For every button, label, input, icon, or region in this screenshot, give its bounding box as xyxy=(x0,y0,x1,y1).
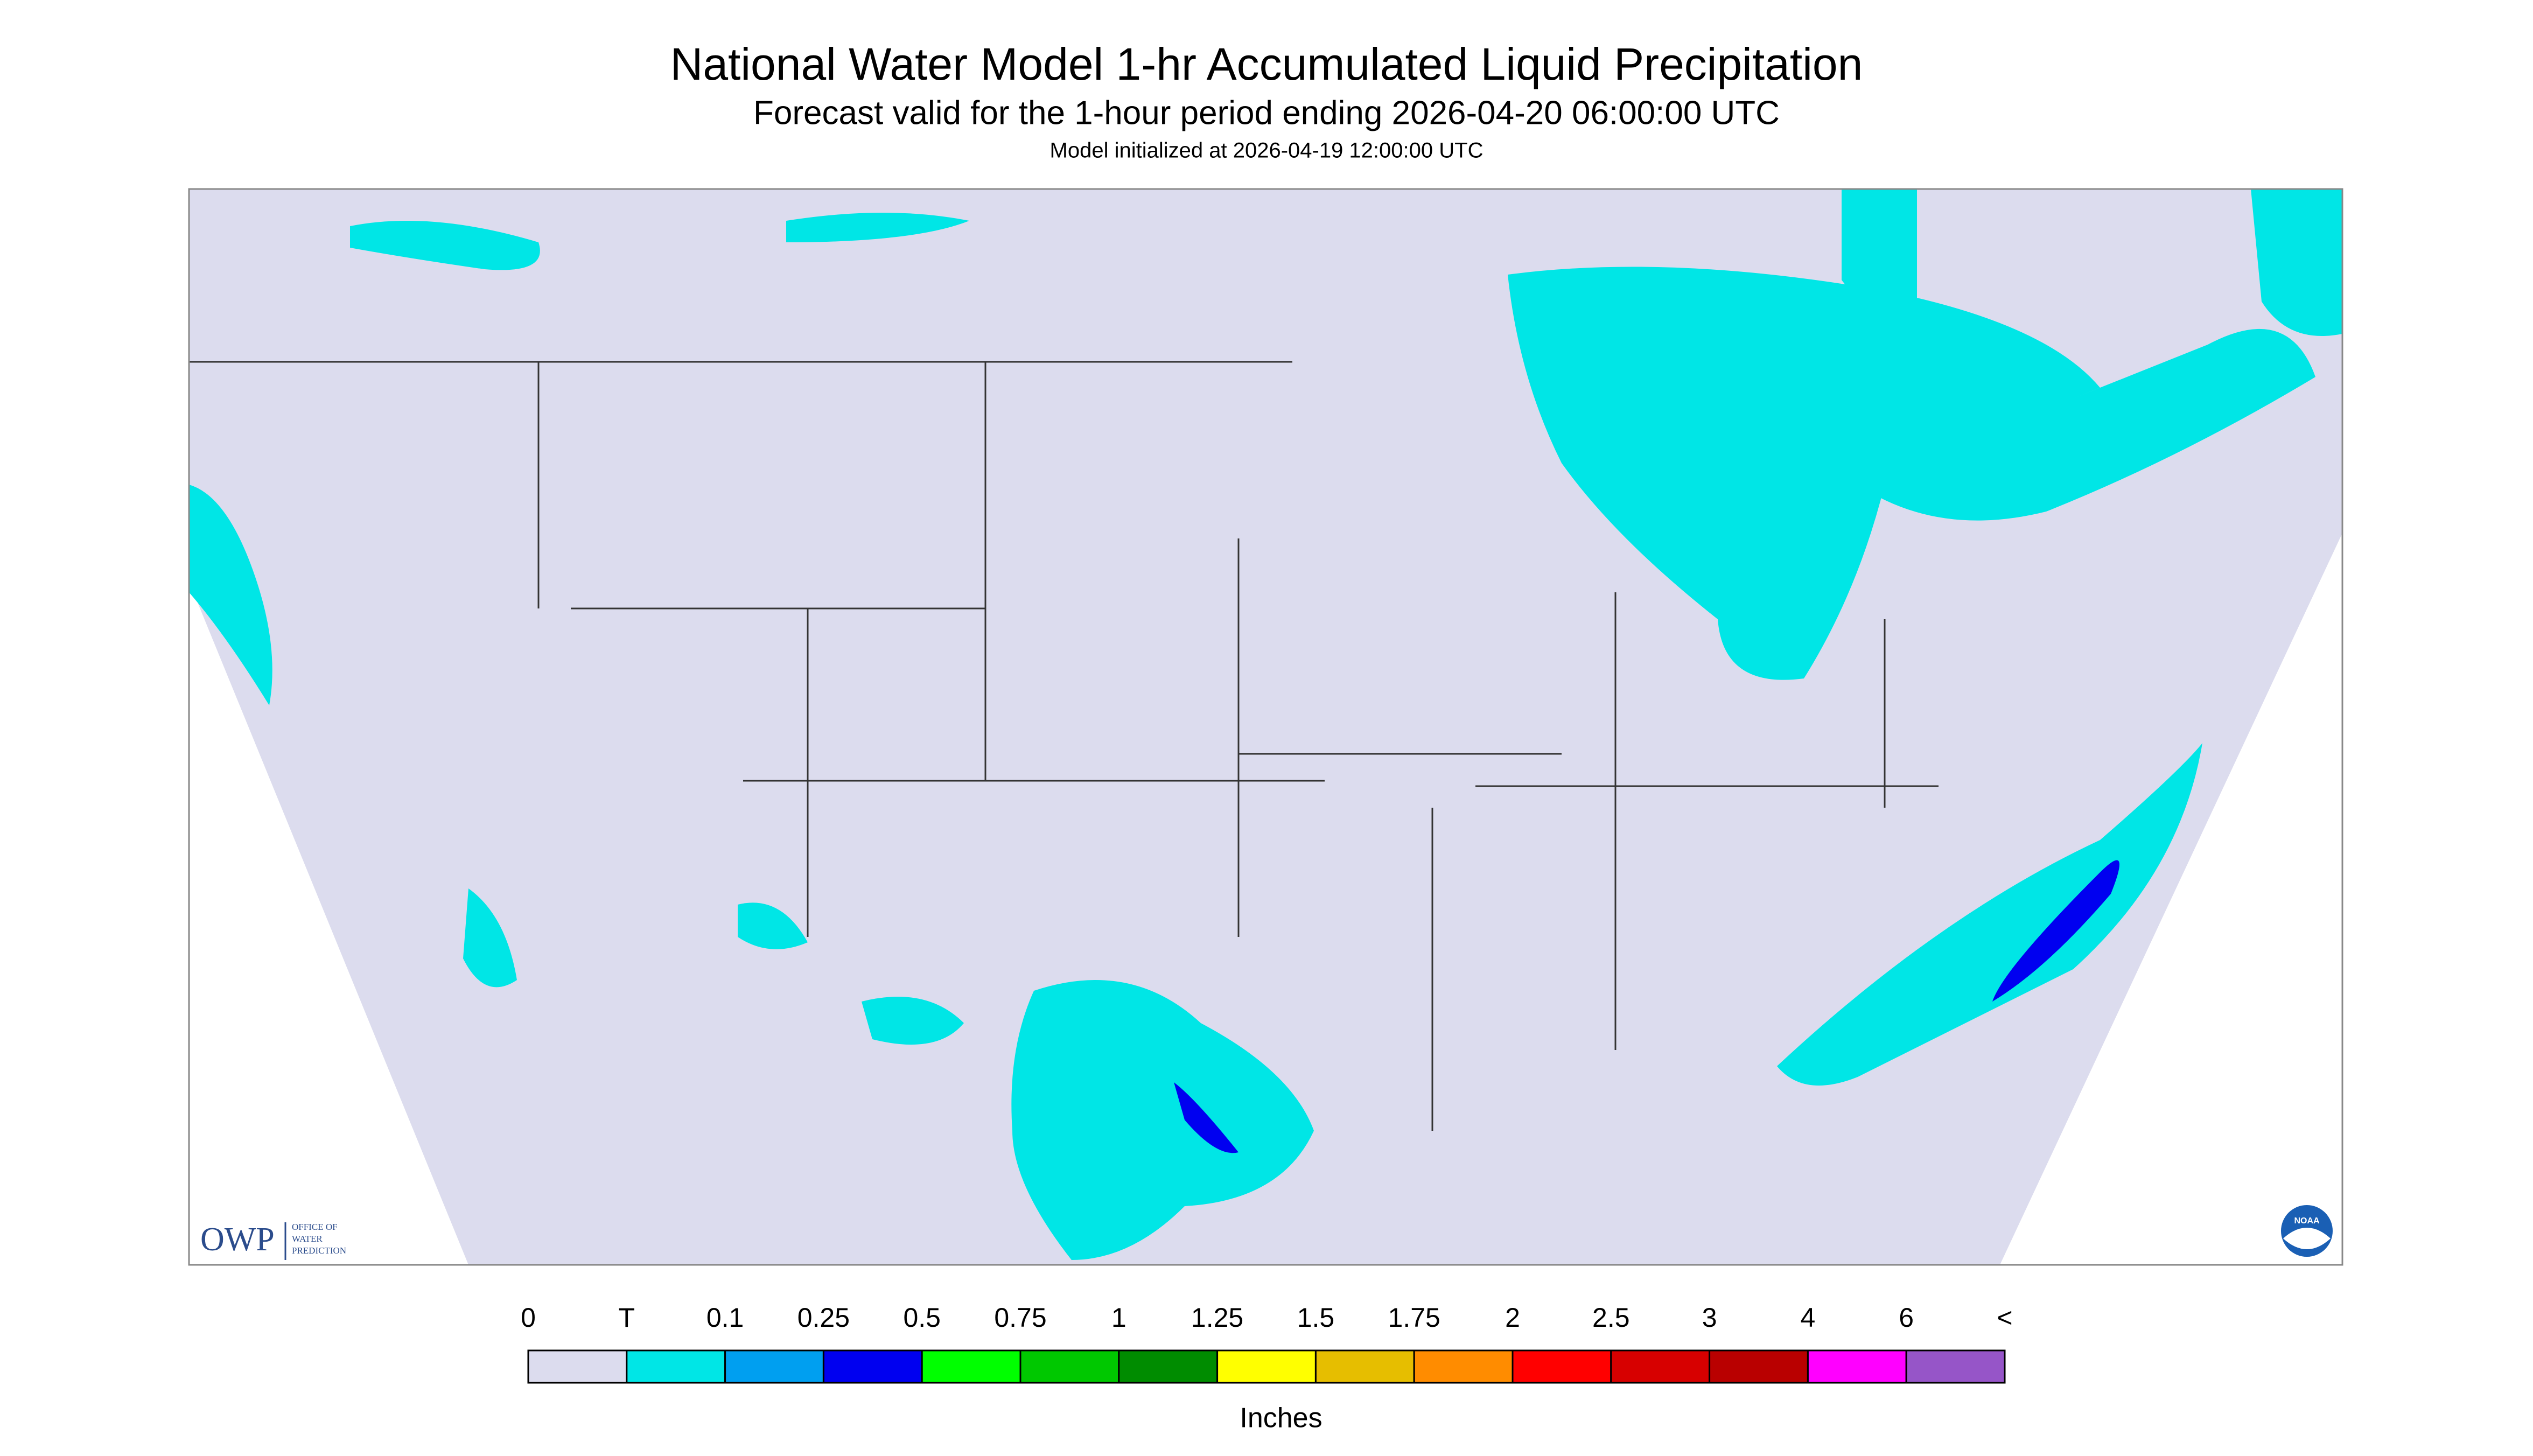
precip-area xyxy=(1011,980,1314,1260)
legend-label: 4 xyxy=(1800,1303,1815,1333)
noaa-text: NOAA xyxy=(2294,1216,2320,1226)
legend-swatch xyxy=(1807,1349,1907,1384)
legend-swatch xyxy=(1905,1349,2006,1384)
legend-label: 0 xyxy=(521,1303,536,1333)
legend: Inches 0 T 0.1 0.25 0.5 0.75 1 1.25 1.5 1.75 2 2.5 3… xyxy=(521,1303,2013,1434)
title: National Water Model 1-hr Accumulated Li… xyxy=(670,39,1863,89)
legend-label: 2.5 xyxy=(1592,1303,1630,1333)
boundaries xyxy=(189,361,1939,1131)
legend-swatch xyxy=(1216,1349,1317,1384)
legend-swatch xyxy=(626,1349,726,1384)
legend-label: T xyxy=(619,1303,635,1333)
legend-label: 1 xyxy=(1111,1303,1126,1333)
legend-label: 2 xyxy=(1505,1303,1520,1333)
precip-area xyxy=(862,997,964,1045)
precip-area xyxy=(1777,743,2202,1086)
legend-swatch xyxy=(527,1349,628,1384)
precip-area xyxy=(1992,860,2119,1002)
map-frame xyxy=(188,188,2343,1266)
legend-label: 0.5 xyxy=(903,1303,941,1333)
precip-area xyxy=(786,213,969,242)
legend-swatch xyxy=(724,1349,824,1384)
logo-line: WATER xyxy=(292,1234,323,1244)
legend-unit: Inches xyxy=(1240,1403,1322,1434)
projection-mask xyxy=(2000,533,2342,1265)
precip-area xyxy=(1508,267,2100,680)
projection-mask xyxy=(189,582,468,1265)
logo-line: PREDICTION xyxy=(292,1245,346,1256)
legend-swatch xyxy=(1610,1349,1711,1384)
legend-swatch xyxy=(1512,1349,1612,1384)
legend-swatch xyxy=(1314,1349,1415,1384)
legend-label: 1.5 xyxy=(1297,1303,1335,1333)
legend-label: < xyxy=(1997,1303,2012,1333)
legend-label: 6 xyxy=(1899,1303,1914,1333)
logo-line: OFFICE OF xyxy=(292,1222,338,1232)
precip-area xyxy=(1858,328,2315,521)
precip-area xyxy=(1842,189,1917,309)
heavy-precip xyxy=(1174,860,2119,1153)
state-lines xyxy=(189,361,1939,1131)
logo-name: OWP xyxy=(200,1221,275,1258)
legend-label: 0.1 xyxy=(706,1303,744,1333)
noaa-logo: NOAA xyxy=(2281,1205,2333,1257)
legend-label: 1.75 xyxy=(1388,1303,1440,1333)
legend-swatch xyxy=(921,1349,1021,1384)
precip-area xyxy=(1174,1082,1238,1153)
legend-swatch xyxy=(1709,1349,1809,1384)
precip-areas xyxy=(189,189,2342,1260)
legend-label: 1.25 xyxy=(1191,1303,1243,1333)
subtitle: Forecast valid for the 1-hour period end… xyxy=(753,94,1780,131)
legend-swatch xyxy=(1118,1349,1219,1384)
owp-logo: OWP OFFICE OF WATER PREDICTION xyxy=(200,1221,346,1260)
legend-swatch xyxy=(822,1349,923,1384)
precip-area xyxy=(2251,189,2342,336)
map xyxy=(188,188,2343,1266)
precip-area xyxy=(350,221,540,270)
precip-area xyxy=(189,485,272,705)
init-time: Model initialized at 2026-04-19 12:00:00… xyxy=(1050,139,1484,163)
legend-label: 0.75 xyxy=(994,1303,1046,1333)
legend-swatch xyxy=(1413,1349,1514,1384)
legend-label: 3 xyxy=(1702,1303,1717,1333)
noaa-wave xyxy=(2283,1228,2331,1249)
precip-area xyxy=(738,902,808,949)
precip-area xyxy=(463,888,517,988)
legend-swatch xyxy=(1019,1349,1120,1384)
legend-label: 0.25 xyxy=(797,1303,850,1333)
